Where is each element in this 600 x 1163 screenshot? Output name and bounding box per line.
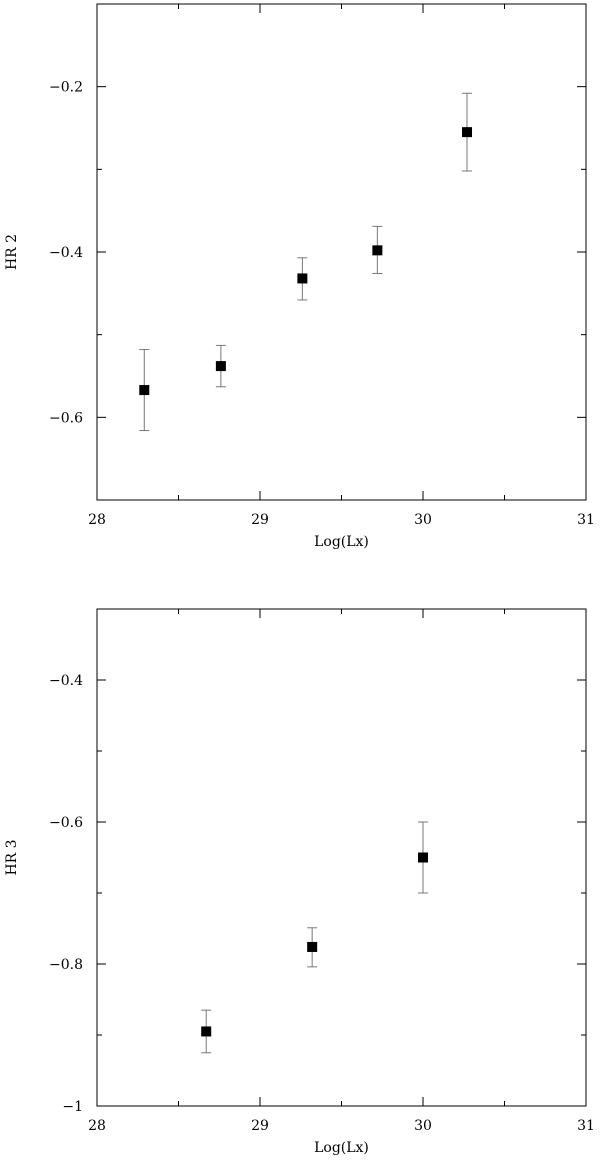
chart1-data-point bbox=[201, 1026, 212, 1037]
chart0-data-point bbox=[462, 127, 473, 138]
chart1-x-tick-label: 29 bbox=[251, 1118, 269, 1134]
chart1-x-tick-label: 31 bbox=[577, 1118, 595, 1134]
chart0-plot-frame bbox=[96, 3, 587, 501]
chart1-x-tick-label: 30 bbox=[414, 1118, 432, 1134]
chart1-data-point bbox=[418, 852, 428, 863]
chart1-y-axis-title: HR 3 bbox=[4, 839, 20, 875]
chart1-y-tick-label: −0.4 bbox=[49, 673, 83, 689]
chart1-y-tick-label: −1 bbox=[62, 1099, 83, 1115]
chart1-x-tick-label: 28 bbox=[88, 1118, 106, 1134]
chart0-x-tick-label: 29 bbox=[251, 512, 269, 528]
chart1-y-tick-label: −0.8 bbox=[49, 957, 83, 973]
chart0-y-axis-title: HR 2 bbox=[4, 234, 20, 270]
chart0-y-tick-label: −0.4 bbox=[49, 245, 83, 261]
chart0-x-tick-label: 28 bbox=[88, 512, 106, 528]
chart0-y-tick-label: −0.2 bbox=[49, 80, 83, 96]
chart1-plot-frame bbox=[96, 608, 587, 1107]
chart0-data-point bbox=[139, 385, 150, 396]
chart0-x-tick-label: 30 bbox=[414, 512, 432, 528]
chart0-x-tick-label: 31 bbox=[577, 512, 595, 528]
chart0-x-axis-title: Log(Lx) bbox=[314, 534, 369, 550]
chart1-x-axis-title: Log(Lx) bbox=[314, 1140, 369, 1156]
chart1-y-tick-label: −0.6 bbox=[49, 815, 83, 831]
chart0-data-point bbox=[372, 245, 383, 256]
hr2-chart-panel: 28 29 30 31 −0.6 −0.4 −0.2 Log(Lx) HR 2 bbox=[4, 3, 595, 550]
chart1-data-point bbox=[307, 941, 318, 952]
chart0-data-point bbox=[215, 361, 226, 372]
chart0-data-point bbox=[297, 273, 308, 284]
chart0-y-tick-label: −0.6 bbox=[49, 410, 83, 426]
hr3-chart-panel: 28 29 30 31 −1 −0.8 −0.6 −0.4 Log(Lx) HR 3 bbox=[4, 608, 595, 1156]
